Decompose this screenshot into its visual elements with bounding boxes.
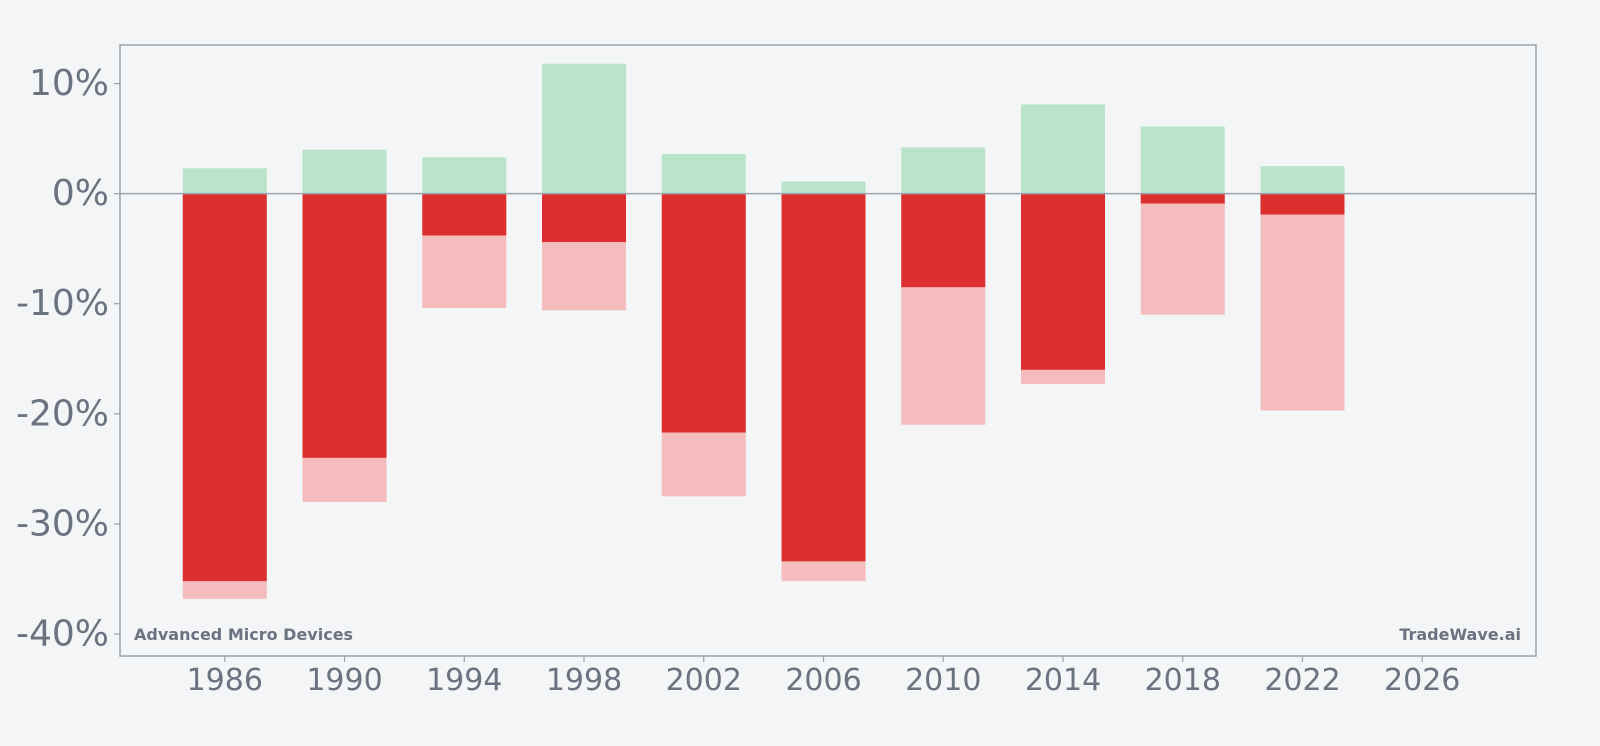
x-tick-label: 1990 bbox=[306, 663, 382, 698]
company-label: Advanced Micro Devices bbox=[134, 625, 353, 644]
x-tick-label: 2018 bbox=[1145, 663, 1221, 698]
bar-drawdown-1986 bbox=[182, 193, 267, 582]
y-tick-label: -40% bbox=[16, 613, 109, 654]
bar-drawdown-1994 bbox=[422, 193, 507, 236]
bar-drawdown-1990 bbox=[302, 193, 387, 458]
brand-label: TradeWave.ai bbox=[1399, 625, 1521, 644]
bar-positive-1994 bbox=[422, 157, 507, 194]
bar-positive-1986 bbox=[182, 168, 267, 194]
bar-positive-2018 bbox=[1140, 126, 1225, 194]
x-tick-label: 2006 bbox=[785, 663, 861, 698]
bar-drawdown-2014 bbox=[1021, 193, 1106, 370]
bar-positive-2002 bbox=[661, 153, 746, 194]
x-axis: 1986 1990 1994 1998 2002 2006 2010 2014 2018 2022… bbox=[187, 656, 1460, 698]
x-tick-label: 2014 bbox=[1025, 663, 1101, 698]
x-tick-label: 2022 bbox=[1264, 663, 1340, 698]
x-tick-label: 1998 bbox=[546, 663, 622, 698]
bar-drawdown-2018 bbox=[1140, 193, 1225, 204]
x-tick-label: 2002 bbox=[666, 663, 742, 698]
bar-positive-2022 bbox=[1260, 166, 1345, 194]
bar-drawdown-1998 bbox=[542, 193, 627, 243]
bar-drawdown-2002 bbox=[661, 193, 746, 433]
bar-drawdown-2006 bbox=[781, 193, 866, 562]
y-tick-label: -10% bbox=[16, 283, 109, 324]
plot-frame bbox=[119, 44, 1537, 657]
bar-positive-2006 bbox=[781, 181, 866, 194]
x-tick-label: 1986 bbox=[187, 663, 263, 698]
bar-positive-1990 bbox=[302, 149, 387, 194]
bar-drawdown-2022 bbox=[1260, 193, 1345, 215]
y-tick-label: -20% bbox=[16, 393, 109, 434]
x-tick-label: 1994 bbox=[426, 663, 502, 698]
y-tick-label: 10% bbox=[29, 63, 109, 104]
x-tick-label: 2026 bbox=[1384, 663, 1460, 698]
bar-positive-2010 bbox=[901, 147, 986, 194]
bar-positive-2014 bbox=[1021, 104, 1106, 194]
bar-range-2022 bbox=[1260, 193, 1345, 411]
y-tick-label: -30% bbox=[16, 503, 109, 544]
x-tick-label: 2010 bbox=[905, 663, 981, 698]
y-axis: 10% 0% -10% -20% -30% -40% bbox=[16, 63, 120, 654]
bars-group bbox=[182, 63, 1345, 599]
y-tick-label: 0% bbox=[52, 173, 109, 214]
bar-drawdown-2010 bbox=[901, 193, 986, 288]
bar-positive-1998 bbox=[542, 63, 627, 194]
bar-range-2018 bbox=[1140, 193, 1225, 315]
